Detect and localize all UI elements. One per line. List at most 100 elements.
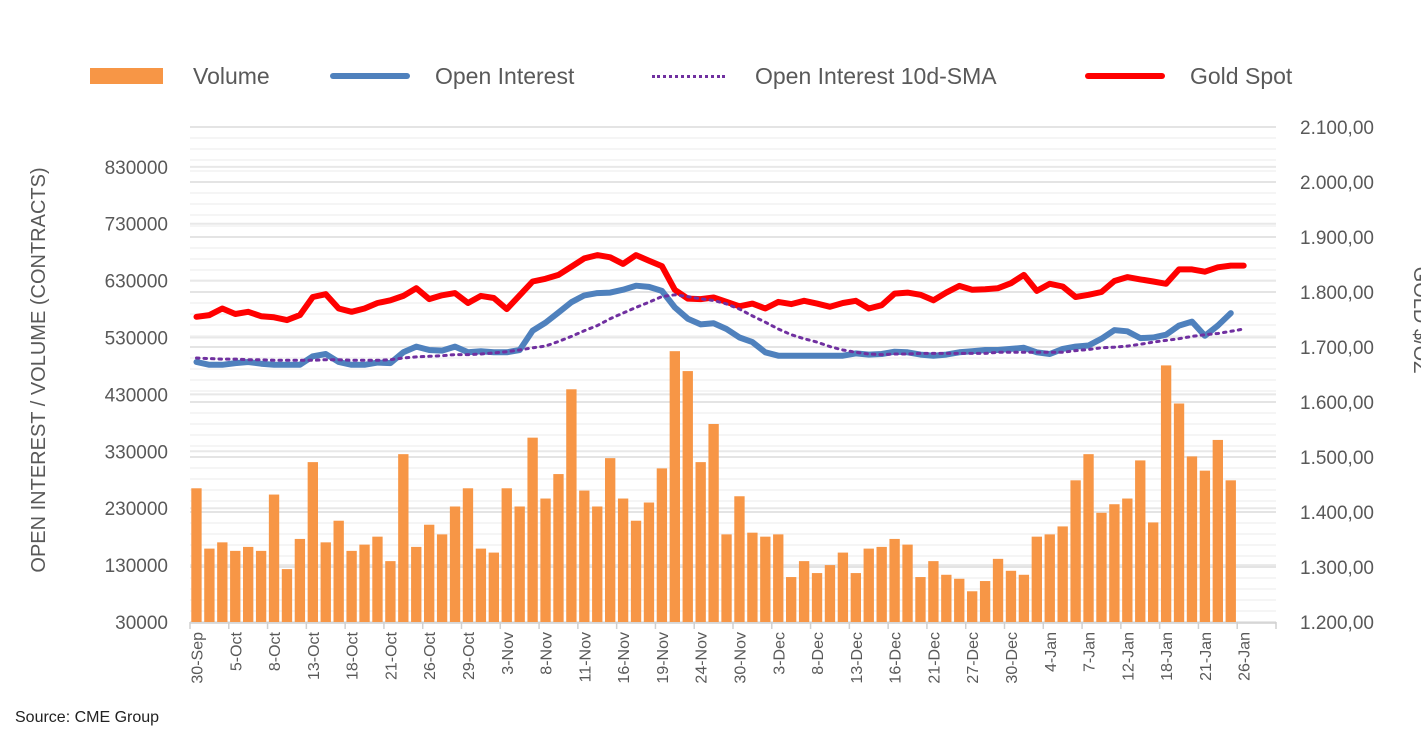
volume-bar	[876, 546, 887, 622]
volume-bar	[424, 524, 435, 622]
volume-bar	[695, 462, 706, 622]
x-tick-label: 30-Dec	[1004, 632, 1021, 684]
x-tick-label: 13-Oct	[306, 631, 323, 680]
volume-bar	[1109, 504, 1120, 622]
x-tick-label: 7-Jan	[1082, 632, 1099, 672]
volume-bar	[294, 538, 306, 622]
right-tick-label: 2.100,00	[1300, 118, 1374, 139]
volume-bar	[553, 474, 564, 622]
volume-bar	[1096, 512, 1107, 622]
legend-label-gold-spot: Gold Spot	[1190, 62, 1293, 89]
volume-bar	[773, 534, 784, 622]
volume-bar	[656, 468, 668, 622]
volume-bar	[1148, 522, 1159, 622]
volume-bar	[1057, 526, 1068, 622]
right-axis-title: GOLD $/OZ	[1409, 267, 1421, 374]
x-tick-label: 16-Nov	[616, 632, 633, 684]
oi-sma-swatch	[652, 74, 725, 78]
x-tick-label: 19-Nov	[655, 632, 672, 684]
volume-bar	[760, 536, 771, 622]
volume-bar	[811, 573, 823, 622]
volume-bar	[320, 542, 331, 622]
volume-bar	[1173, 403, 1185, 622]
x-tick-label: 26-Jan	[1237, 632, 1254, 681]
legend-item-volume: Volume	[90, 58, 270, 94]
left-tick-label: 830000	[105, 158, 168, 179]
volume-bar	[385, 561, 396, 622]
right-tick-label: 1.900,00	[1300, 228, 1374, 249]
volume-bar	[566, 389, 577, 622]
volume-bar	[592, 506, 603, 622]
x-tick-label: 8-Dec	[810, 632, 827, 675]
oi-sma-line	[195, 293, 1246, 362]
volume-bar	[747, 532, 758, 622]
volume-bar	[992, 558, 1004, 622]
left-tick-label: 230000	[105, 499, 168, 520]
right-tick-label: 1.600,00	[1300, 393, 1374, 414]
x-tick-label: 18-Jan	[1159, 632, 1176, 681]
volume-bar	[605, 458, 616, 622]
x-tick-label: 8-Oct	[267, 631, 284, 671]
left-axis-title: OPEN INTEREST / VOLUME (CONTRACTS)	[28, 167, 50, 572]
gold-spot-swatch	[1085, 73, 1165, 79]
volume-bar	[643, 502, 655, 622]
volume-bar	[449, 506, 461, 622]
legend-item-open-interest: Open Interest	[330, 58, 574, 94]
x-tick-label: 30-Nov	[732, 632, 749, 684]
volume-bar	[527, 437, 538, 622]
right-tick-label: 1.500,00	[1300, 448, 1374, 469]
volume-bar	[204, 548, 215, 622]
volume-bar	[837, 552, 849, 622]
volume-bar	[1122, 498, 1133, 622]
volume-bar	[1044, 534, 1055, 622]
volume-swatch	[90, 68, 163, 84]
legend-label-open-interest: Open Interest	[435, 62, 575, 89]
volume-bar	[889, 538, 900, 622]
volume-bar	[372, 536, 383, 622]
volume-bar	[786, 577, 797, 622]
right-tick-label: 2.000,00	[1300, 173, 1374, 194]
x-tick-label: 11-Nov	[577, 632, 594, 682]
volume-bar	[1160, 365, 1172, 622]
volume-bar	[579, 490, 590, 622]
left-tick-label: 630000	[105, 272, 168, 293]
legend-label-volume: Volume	[193, 62, 270, 89]
volume-bar	[954, 578, 965, 622]
left-tick-label: 430000	[105, 385, 168, 406]
volume-bar	[669, 351, 680, 622]
x-tick-label: 3-Nov	[500, 632, 517, 675]
volume-bar	[915, 577, 926, 622]
x-tick-label: 21-Jan	[1198, 632, 1215, 681]
volume-bar	[1005, 570, 1017, 622]
x-tick-label: 21-Dec	[926, 632, 943, 684]
volume-bar	[902, 544, 913, 622]
left-tick-label: 330000	[105, 442, 168, 463]
x-tick-label: 21-Oct	[383, 631, 400, 680]
volume-bar	[333, 520, 344, 622]
volume-bar	[1212, 439, 1223, 622]
volume-bar	[255, 550, 267, 622]
x-tick-label: 30-Sep	[189, 632, 206, 684]
volume-bar	[359, 544, 370, 622]
volume-bar	[540, 498, 551, 622]
volume-bar	[307, 462, 318, 622]
x-tick-label: 3-Dec	[771, 632, 788, 675]
right-tick-label: 1.800,00	[1300, 283, 1374, 304]
left-tick-label: 130000	[105, 556, 168, 577]
volume-bar	[617, 498, 629, 622]
volume-bar	[191, 488, 202, 622]
volume-bar	[1070, 480, 1081, 622]
volume-bar	[475, 548, 487, 622]
volume-bar	[217, 542, 228, 622]
x-tick-label: 27-Dec	[965, 632, 982, 684]
volume-bar	[1031, 536, 1042, 622]
x-tick-label: 5-Oct	[228, 631, 245, 671]
open-interest-swatch	[330, 73, 410, 79]
volume-bar	[708, 424, 719, 622]
volume-bar	[798, 561, 810, 622]
x-tick-label: 8-Nov	[539, 632, 556, 675]
volume-bar	[1135, 460, 1146, 622]
volume-bar	[721, 534, 732, 622]
volume-bar	[850, 573, 861, 622]
